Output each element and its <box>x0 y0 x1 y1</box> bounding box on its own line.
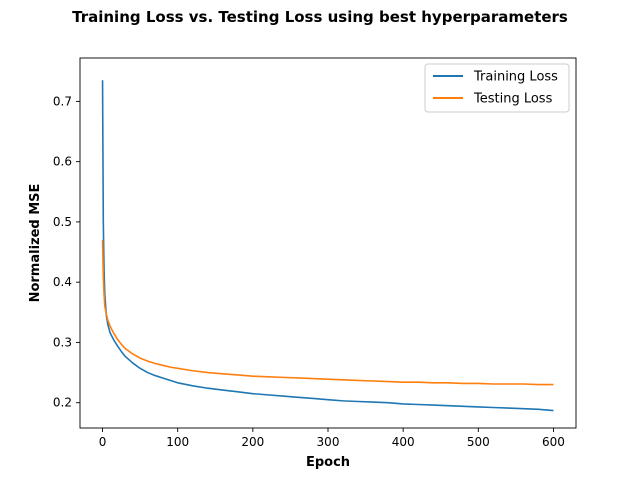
x-axis-label: Epoch <box>306 455 350 470</box>
y-tick-label: 0.7 <box>53 94 72 108</box>
y-axis-label: Normalized MSE <box>28 184 43 303</box>
series-line-testing-loss <box>101 239 554 386</box>
x-tick-label: 300 <box>317 435 340 449</box>
x-tick-label: 500 <box>467 435 490 449</box>
chart-title: Training Loss vs. Testing Loss using bes… <box>72 8 568 26</box>
x-tick-label: 200 <box>241 435 264 449</box>
series-layer <box>101 80 554 412</box>
legend-label-training-loss: Training Loss <box>473 70 558 85</box>
y-tick-label: 0.4 <box>53 275 72 289</box>
x-tick-label: 600 <box>542 435 565 449</box>
y-tick-label: 0.2 <box>53 396 72 410</box>
x-tick-label: 100 <box>166 435 189 449</box>
legend: Training Loss Testing Loss <box>424 63 570 113</box>
y-tick-label: 0.3 <box>53 335 72 349</box>
y-axis-ticks: 0.2 0.3 0.4 0.5 0.6 0.7 <box>53 94 80 410</box>
x-tick-label: 400 <box>392 435 415 449</box>
series-line-training-loss <box>101 80 554 412</box>
legend-label-testing-loss: Testing Loss <box>473 92 553 107</box>
y-tick-label: 0.6 <box>53 155 72 169</box>
x-axis-ticks: 0 100 200 300 400 500 600 <box>99 428 565 449</box>
y-tick-label: 0.5 <box>53 215 72 229</box>
x-tick-label: 0 <box>99 435 107 449</box>
